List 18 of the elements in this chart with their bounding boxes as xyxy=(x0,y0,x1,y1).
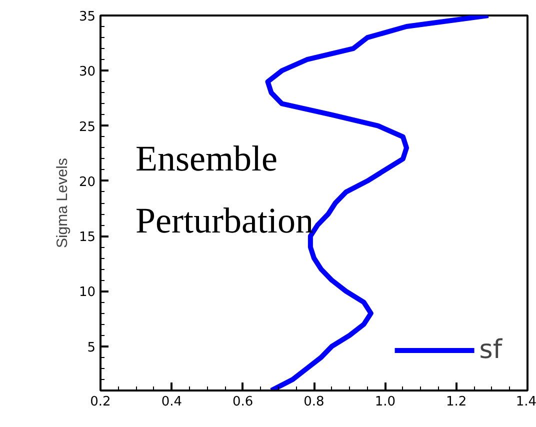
x-tick-label: 0.4 xyxy=(161,394,182,410)
y-tick-label: 25 xyxy=(78,120,96,135)
x-tick-label: 0.2 xyxy=(90,394,111,410)
y-tick-label: 15 xyxy=(78,230,96,246)
y-tick-label: 5 xyxy=(87,340,96,356)
y-tick-label: 10 xyxy=(78,285,96,300)
y-tick-label: 30 xyxy=(78,64,96,80)
x-tick-label: 1.2 xyxy=(446,394,467,410)
y-tick-label: 20 xyxy=(78,174,96,190)
x-tick-label: 0.8 xyxy=(304,394,324,410)
y-tick-label: 35 xyxy=(78,10,96,24)
legend-label: sf xyxy=(479,335,502,365)
annotation: Perturbation xyxy=(136,200,314,240)
x-tick-label: 0.6 xyxy=(232,394,254,410)
annotation: Ensemble xyxy=(136,138,278,178)
x-tick-label: 1.0 xyxy=(374,394,396,410)
x-tick-label: 1.4 xyxy=(516,394,536,410)
y-axis-title: Sigma Levels xyxy=(54,158,71,248)
